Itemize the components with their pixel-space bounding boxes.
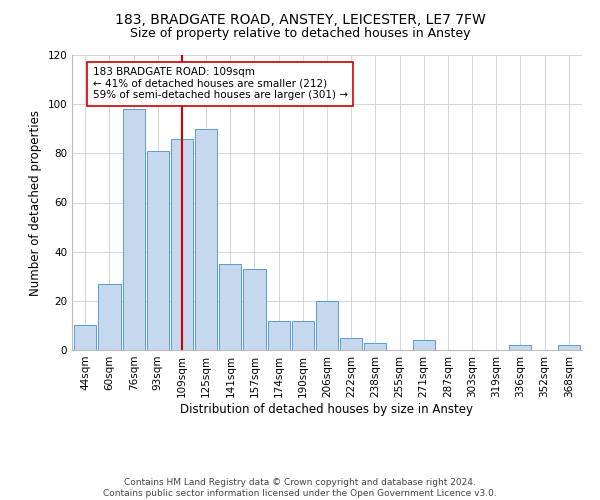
Bar (340, 338, 362, 350)
Text: 183 BRADGATE ROAD: 109sqm
← 41% of detached houses are smaller (212)
59% of semi: 183 BRADGATE ROAD: 109sqm ← 41% of detac… (92, 68, 347, 100)
Bar (98, 284, 121, 350)
Y-axis label: Number of detached properties: Number of detached properties (29, 110, 42, 296)
Bar (171, 138, 193, 350)
Bar (195, 128, 217, 350)
Bar (268, 320, 290, 350)
Bar (509, 345, 532, 350)
Bar (122, 109, 145, 350)
Text: Contains HM Land Registry data © Crown copyright and database right 2024.
Contai: Contains HM Land Registry data © Crown c… (103, 478, 497, 498)
Bar (413, 340, 435, 350)
Bar (316, 301, 338, 350)
Text: Size of property relative to detached houses in Anstey: Size of property relative to detached ho… (130, 28, 470, 40)
Bar (219, 264, 241, 350)
Bar (146, 151, 169, 350)
Bar (74, 326, 97, 350)
X-axis label: Distribution of detached houses by size in Anstey: Distribution of detached houses by size … (181, 402, 473, 415)
Bar (364, 342, 386, 350)
Bar (244, 269, 266, 350)
Text: 183, BRADGATE ROAD, ANSTEY, LEICESTER, LE7 7FW: 183, BRADGATE ROAD, ANSTEY, LEICESTER, L… (115, 12, 485, 26)
Bar (557, 345, 580, 350)
Bar (292, 320, 314, 350)
